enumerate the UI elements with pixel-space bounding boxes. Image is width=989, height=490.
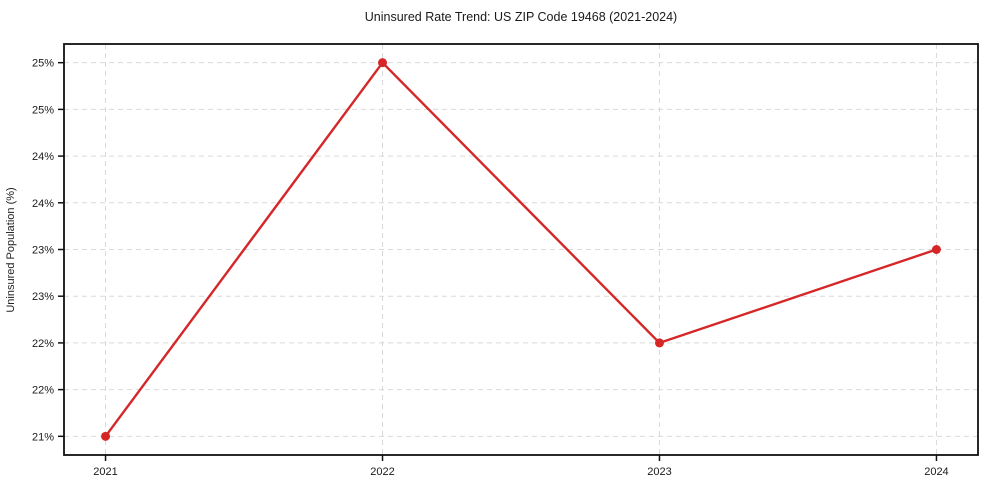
chart-title: Uninsured Rate Trend: US ZIP Code 19468 … xyxy=(365,10,677,24)
x-tick-label: 2021 xyxy=(93,466,117,478)
y-tick-label: 21% xyxy=(32,431,54,443)
y-tick-label: 23% xyxy=(32,291,54,303)
gridlines xyxy=(64,44,978,455)
trend-line xyxy=(104,61,938,438)
y-tick-label: 24% xyxy=(32,198,54,210)
data-point xyxy=(931,245,941,254)
data-point xyxy=(654,338,664,348)
y-tick-label: 22% xyxy=(32,385,54,397)
x-tick-label: 2024 xyxy=(924,466,948,478)
y-tick-label: 23% xyxy=(32,245,54,257)
y-tick-label: 24% xyxy=(32,151,54,163)
axis-tick-marks xyxy=(58,61,938,461)
data-point xyxy=(378,58,388,68)
y-axis-title: Uninsured Population (%) xyxy=(5,187,17,312)
data-series xyxy=(101,58,941,441)
data-point xyxy=(101,431,111,441)
x-tick-label: 2022 xyxy=(370,466,394,478)
axis-tick-labels: 2021 2022 2023 2024 21% 22% 22% 23% 23% 24% 24% 25%… xyxy=(32,58,949,478)
y-tick-label: 25% xyxy=(32,104,54,116)
y-tick-label: 25% xyxy=(32,58,54,70)
y-tick-label: 22% xyxy=(32,338,54,350)
x-tick-label: 2023 xyxy=(647,466,671,478)
